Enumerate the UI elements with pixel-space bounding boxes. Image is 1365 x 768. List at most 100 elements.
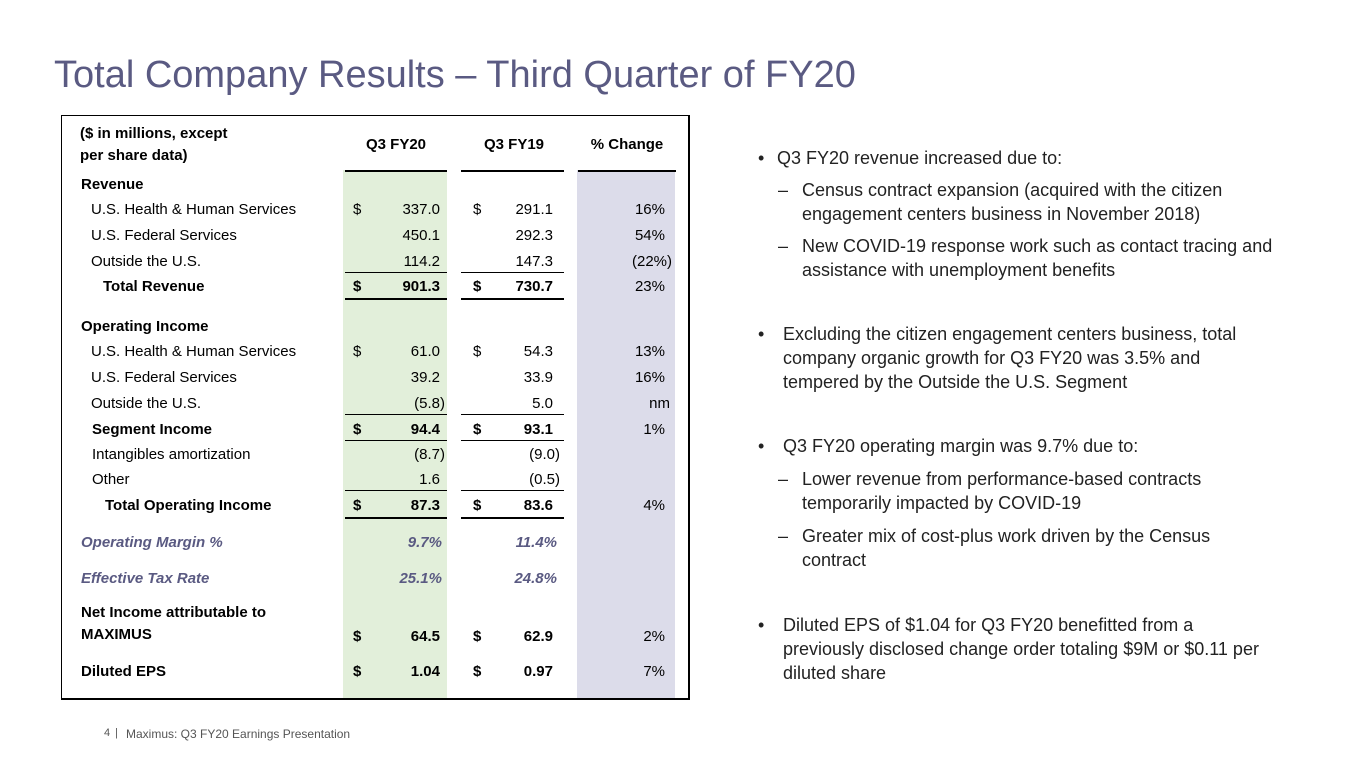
cell-fy19: 0.97 <box>523 663 553 680</box>
currency-sign: $ <box>353 628 362 645</box>
sub-bullet-census: Census contract expansion (acquired with… <box>802 180 1223 224</box>
bullet-diluted-eps: Diluted EPS of $1.04 for Q3 FY20 benefit… <box>783 615 1259 683</box>
cell-fy19: 83.6 <box>523 497 553 514</box>
subtotal-rule <box>461 440 564 441</box>
subtotal-rule <box>345 490 447 491</box>
section-revenue: Revenue <box>81 176 144 193</box>
total-rule <box>461 298 564 300</box>
cell-fy19: 62.9 <box>523 628 553 645</box>
cell-fy19: 291.1 <box>515 201 553 218</box>
bullet-marker: • <box>758 148 765 168</box>
cell-fy20: 114.2 <box>403 253 440 270</box>
row-label: U.S. Federal Services <box>91 369 237 386</box>
currency-sign: $ <box>353 663 362 680</box>
sub-bullet-cost-plus: Greater mix of cost-plus work driven by … <box>802 526 1211 570</box>
unit-label-line2: per share data) <box>80 147 188 164</box>
slide-title: Total Company Results – Third Quarter of… <box>54 54 856 96</box>
header-rule-change <box>578 170 676 172</box>
change-column-shading <box>577 170 675 699</box>
row-label-net-income-line2: MAXIMUS <box>81 626 152 643</box>
cell-fy20: 337.0 <box>402 201 440 218</box>
currency-sign: $ <box>473 343 482 360</box>
footer-text: Maximus: Q3 FY20 Earnings Presentation <box>126 727 351 741</box>
bullet-marker: • <box>758 324 765 344</box>
cell-fy19: (0.5) <box>529 471 560 488</box>
cell-fy20: 1.04 <box>410 663 440 680</box>
total-rule <box>345 298 447 300</box>
footer-separator: | <box>115 727 118 739</box>
cell-fy20: 901.3 <box>402 278 440 295</box>
row-label: Outside the U.S. <box>91 395 202 412</box>
cell-fy20: (8.7) <box>414 446 445 463</box>
cell-fy19: 93.1 <box>523 421 553 438</box>
dash-marker: – <box>778 469 789 489</box>
total-rule <box>345 517 447 519</box>
bullet-marker: • <box>758 615 765 635</box>
row-label-operating-margin: Operating Margin % <box>81 534 223 551</box>
header-rule-fy19 <box>461 170 564 172</box>
cell-fy20: (5.8) <box>414 395 445 412</box>
row-label-segment-income: Segment Income <box>92 421 213 438</box>
row-label-total-revenue: Total Revenue <box>103 278 205 295</box>
cell-change: 4% <box>643 497 665 514</box>
cell-fy20: 450.1 <box>402 227 440 244</box>
unit-label-line1: ($ in millions, except <box>80 125 228 142</box>
cell-fy19: 147.3 <box>515 253 553 270</box>
cell-change: (22%) <box>631 253 672 270</box>
cell-change: 23% <box>634 278 665 295</box>
cell-fy19: 292.3 <box>515 227 553 244</box>
cell-fy19: 24.8% <box>514 570 557 587</box>
subtotal-rule <box>461 490 564 491</box>
currency-sign: $ <box>353 343 362 360</box>
col-header-change: % Change <box>590 136 664 153</box>
subtotal-rule <box>345 414 447 415</box>
subtotal-rule <box>345 272 447 273</box>
cell-fy20: 64.5 <box>410 628 440 645</box>
cell-change: nm <box>649 395 670 412</box>
dash-marker: – <box>778 236 789 256</box>
cell-fy20: 39.2 <box>410 369 440 386</box>
row-label-total-operating-income: Total Operating Income <box>105 497 272 514</box>
cell-change: 54% <box>634 227 665 244</box>
cell-change: 7% <box>643 663 665 680</box>
currency-sign: $ <box>473 628 482 645</box>
cell-change: 2% <box>643 628 665 645</box>
cell-fy20: 1.6 <box>419 471 440 488</box>
currency-sign: $ <box>473 497 482 514</box>
bullet-revenue: Q3 FY20 revenue increased due to: <box>777 148 1063 168</box>
section-operating-income: Operating Income <box>81 318 209 335</box>
dash-marker: – <box>778 526 789 546</box>
cell-fy20: 94.4 <box>410 421 440 438</box>
sub-bullet-covid-response: New COVID-19 response work such as conta… <box>802 236 1273 280</box>
row-label: U.S. Health & Human Services <box>91 343 297 360</box>
cell-change: 13% <box>634 343 665 360</box>
cell-fy19: (9.0) <box>529 446 560 463</box>
sub-bullet-performance-contracts: Lower revenue from performance-based con… <box>802 469 1202 513</box>
cell-change: 1% <box>643 421 665 438</box>
row-label: Other <box>92 471 130 488</box>
currency-sign: $ <box>473 201 482 218</box>
row-label-diluted-eps: Diluted EPS <box>81 663 167 680</box>
cell-fy19: 54.3 <box>523 343 553 360</box>
row-label: U.S. Health & Human Services <box>91 201 297 218</box>
cell-fy20: 61.0 <box>410 343 440 360</box>
subtotal-rule <box>345 440 447 441</box>
row-label: Intangibles amortization <box>92 446 251 463</box>
currency-sign: $ <box>353 278 362 295</box>
col-header-q3fy20: Q3 FY20 <box>365 136 427 153</box>
dash-marker: – <box>778 180 789 200</box>
currency-sign: $ <box>353 201 362 218</box>
bullet-marker: • <box>758 436 765 456</box>
subtotal-rule <box>461 414 564 415</box>
row-label: U.S. Federal Services <box>91 227 237 244</box>
bullet-organic-growth: Excluding the citizen engagement centers… <box>783 324 1237 392</box>
page-number: 4 <box>104 727 111 739</box>
cell-fy19: 730.7 <box>515 278 553 295</box>
col-header-q3fy19: Q3 FY19 <box>483 136 545 153</box>
currency-sign: $ <box>473 421 482 438</box>
cell-fy19: 11.4% <box>515 534 557 551</box>
row-label-net-income-line1: Net Income attributable to <box>81 604 267 621</box>
header-rule-fy20 <box>345 170 447 172</box>
bullet-operating-margin: Q3 FY20 operating margin was 9.7% due to… <box>783 436 1139 456</box>
cell-fy20: 9.7% <box>407 534 442 551</box>
